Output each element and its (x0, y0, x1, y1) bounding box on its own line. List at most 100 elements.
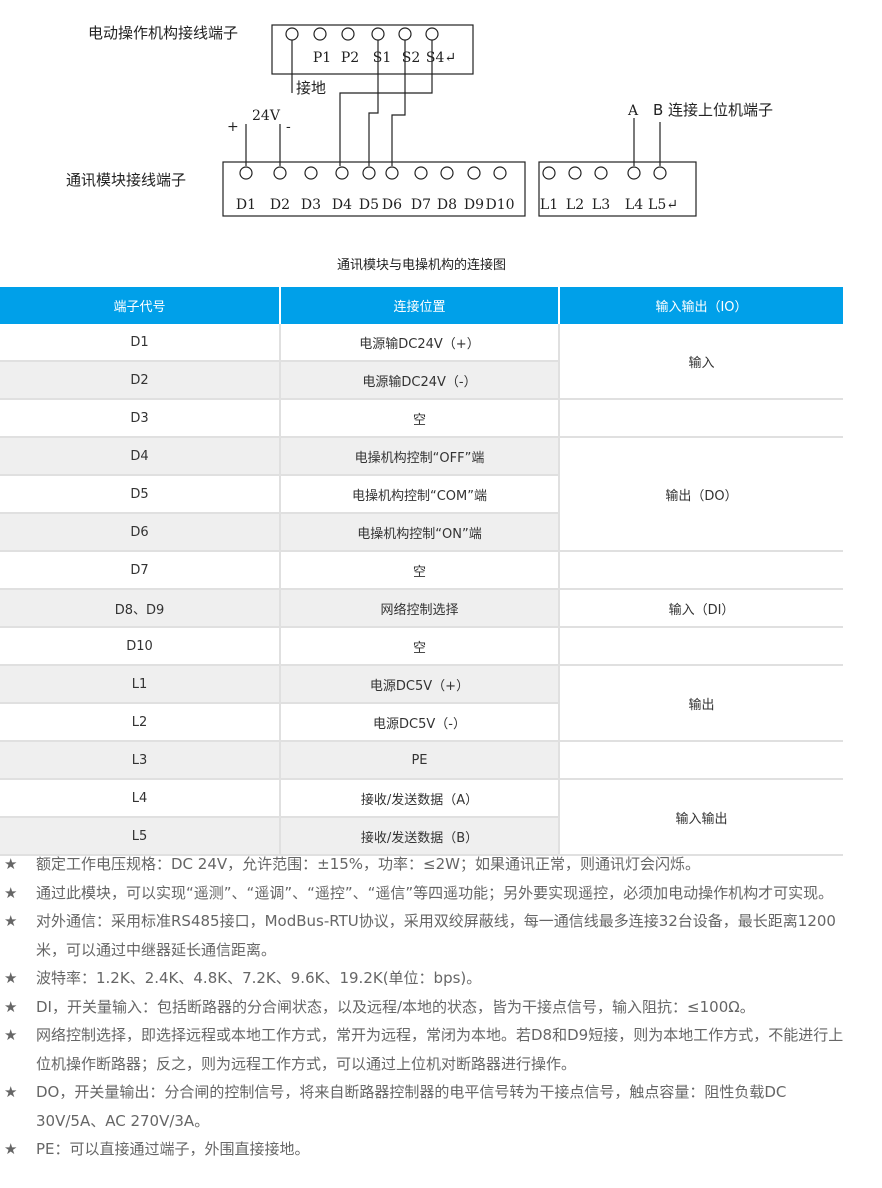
table-row: D10 空 (0, 627, 843, 666)
plus-label: + (227, 119, 239, 135)
terminal-code: D8、D9 (0, 589, 281, 628)
connection-position: 电源DC5V（-） (280, 703, 560, 742)
minus-label: - (286, 119, 291, 135)
io-type (559, 399, 843, 438)
table-row: L1 电源DC5V（+） 输出 (0, 665, 843, 742)
terminal-circle (627, 166, 641, 180)
terminal-label: P2 (341, 50, 359, 66)
terminal-circle (273, 166, 287, 180)
terminal-label: L4 (625, 197, 643, 213)
note-item: ★ 通过此模块，可以实现“遥测”、“遥调”、“遥控”、“遥信”等四遥功能；另外要实… (0, 879, 850, 908)
star-icon: ★ (4, 1083, 18, 1101)
a-label: A (627, 103, 639, 119)
wiring-diagram: 电动操作机构接线端子 P1 P2 S1 S2 S4↵ 接地 + 24V - 通讯模块接线… (66, 24, 773, 217)
star-icon: ★ (4, 855, 18, 873)
terminal-circle (341, 27, 355, 41)
io-type: 输入（DI） (559, 589, 843, 628)
table-row: L2 电源DC5V（-） (0, 703, 843, 742)
table-row: D6 电操机构控制“ON”端 (0, 513, 843, 552)
terminal-circle (414, 166, 428, 180)
terminal-circle (425, 27, 439, 41)
header-io: 输入输出（IO） (559, 287, 843, 324)
terminal-code: L1 (0, 665, 281, 704)
terminal-circle (362, 166, 376, 180)
note-item: ★ 波特率：1.2K、2.4K、4.8K、7.2K、9.6K、19.2K(单位：b… (0, 964, 850, 993)
table-row: D7 空 (0, 551, 843, 590)
terminal-circle (440, 166, 454, 180)
terminal-circle (385, 166, 399, 180)
terminal-circle (285, 27, 299, 41)
header-position: 连接位置 (280, 287, 560, 324)
terminal-circle (239, 166, 253, 180)
table-row: D2 电源输DC24V（-） (0, 361, 843, 400)
terminal-circle (542, 166, 556, 180)
note-text: 对外通信：采用标准RS485接口，ModBus-RTU协议，采用双绞屏蔽线，每一… (36, 912, 836, 959)
note-item: ★ PE：可以直接通过端子，外围直接接地。 (0, 1135, 850, 1164)
terminal-circle (493, 166, 507, 180)
terminal-table: 端子代号 连接位置 输入输出（IO） D1 电源输DC24V（+） 输入 D2 电源输D… (0, 287, 843, 856)
terminal-label: D10 (485, 197, 514, 213)
terminal-code: D10 (0, 627, 281, 666)
note-text: 波特率：1.2K、2.4K、4.8K、7.2K、9.6K、19.2K(单位：bp… (36, 969, 482, 987)
connection-position: 接收/发送数据（A） (280, 779, 560, 818)
terminal-label: S2 (402, 50, 421, 66)
terminal-circle (313, 27, 327, 41)
terminal-code: D3 (0, 399, 281, 438)
note-item: ★ 额定工作电压规格：DC 24V，允许范围：±15%，功率：≤2W；如果通讯正常… (0, 850, 850, 879)
terminal-label: D5 (359, 197, 379, 213)
b-label: B 连接上位机端子 (653, 101, 773, 119)
note-item: ★ 网络控制选择，即选择远程或本地工作方式，常开为远程，常闭为本地。若D8和D9短… (0, 1021, 850, 1078)
terminal-code: L3 (0, 741, 281, 780)
note-text: DO，开关量输出：分合闸的控制信号，将来自断路器控制器的电平信号转为干接点信号，… (36, 1083, 787, 1130)
connection-position: 网络控制选择 (280, 589, 560, 628)
terminal-circle (467, 166, 481, 180)
connection-position: 空 (280, 399, 560, 438)
terminal-label: S1 (373, 50, 392, 66)
terminal-label: L3 (592, 197, 610, 213)
connection-position: 电源输DC24V（-） (280, 361, 560, 400)
table-row: D3 空 (0, 399, 843, 438)
table-row: D4 电操机构控制“OFF”端 输出（DO） (0, 437, 843, 552)
terminal-circle (653, 166, 667, 180)
terminal-label: D9 (464, 197, 484, 213)
star-icon: ★ (4, 1026, 18, 1044)
terminal-label: S4↵ (426, 50, 456, 66)
terminal-label: D8 (437, 197, 457, 213)
table-row: L3 PE (0, 741, 843, 780)
table-row: D8、D9 网络控制选择 输入（DI） (0, 589, 843, 628)
connection-position: 电操机构控制“OFF”端 (280, 437, 560, 476)
bottom-terminal-title: 通讯模块接线端子 (66, 171, 186, 189)
note-text: PE：可以直接通过端子，外围直接接地。 (36, 1140, 310, 1158)
terminal-label: D6 (382, 197, 402, 213)
table-row: D5 电操机构控制“COM”端 (0, 475, 843, 514)
table-row: L4 接收/发送数据（A） 输入输出 (0, 779, 843, 856)
io-type (559, 741, 843, 780)
io-type (559, 551, 843, 590)
note-text: DI，开关量输入：包括断路器的分合闸状态，以及远程/本地的状态，皆为干接点信号，… (36, 997, 755, 1016)
l-terminal-box (538, 161, 697, 217)
connection-position: 电操机构控制“ON”端 (280, 513, 560, 552)
d-terminal-box (222, 161, 526, 217)
wire-s4-d4 (339, 40, 433, 166)
terminal-label: D4 (332, 197, 352, 213)
io-type (559, 627, 843, 666)
star-icon: ★ (4, 969, 18, 987)
terminal-code: L4 (0, 779, 281, 818)
header-terminal: 端子代号 (0, 287, 281, 324)
terminal-label: L2 (566, 197, 584, 213)
note-text: 通过此模块，可以实现“遥测”、“遥调”、“遥控”、“遥信”等四遥功能；另外要实现… (36, 883, 834, 902)
star-icon: ★ (4, 883, 18, 902)
io-type: 输出（DO） (559, 437, 843, 552)
table-row: L5 接收/发送数据（B） (0, 817, 843, 856)
connection-position: 电源DC5V（+） (280, 665, 560, 704)
connection-position: 空 (280, 551, 560, 590)
table-row: D1 电源输DC24V（+） 输入 (0, 324, 843, 400)
notes-list: ★ 额定工作电压规格：DC 24V，允许范围：±15%，功率：≤2W；如果通讯正常… (0, 850, 850, 1164)
terminal-label: L5↵ (648, 197, 678, 213)
connection-position: 接收/发送数据（B） (280, 817, 560, 856)
terminal-code: D4 (0, 437, 281, 476)
star-icon: ★ (4, 997, 18, 1016)
connection-position: PE (280, 741, 560, 780)
voltage-label: 24V (252, 108, 281, 124)
note-text: 网络控制选择，即选择远程或本地工作方式，常开为远程，常闭为本地。若D8和D9短接… (36, 1026, 844, 1073)
